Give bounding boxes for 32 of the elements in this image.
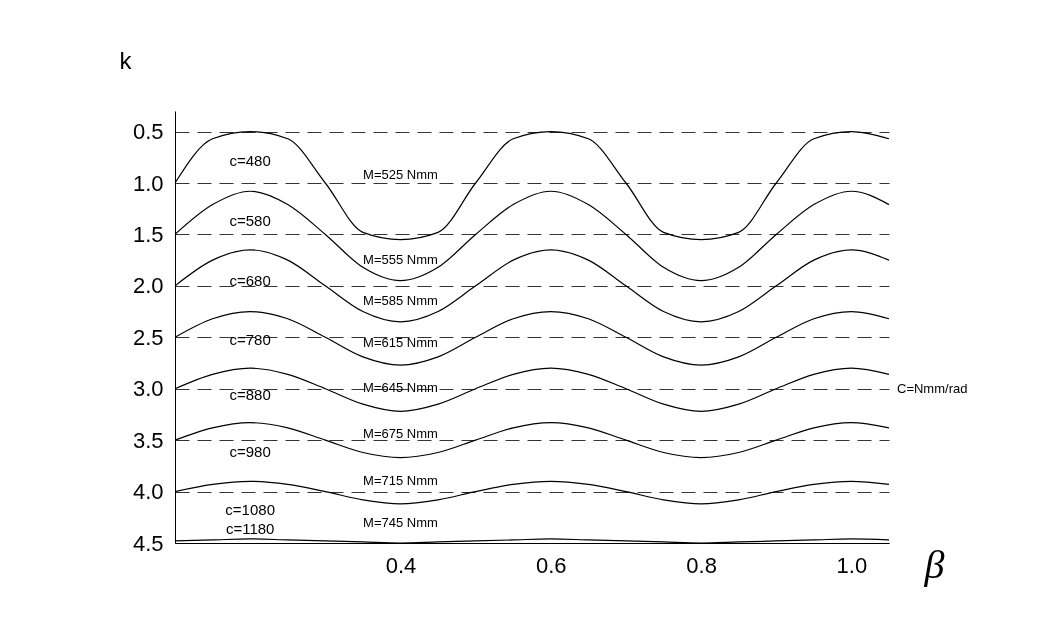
text: C=Nmm/rad xyxy=(897,380,968,396)
y-tick-label: 4.5 xyxy=(132,530,164,556)
y-tick-label: 3.0 xyxy=(132,376,164,402)
y-tick-label: 3.5 xyxy=(132,427,164,453)
x-tick-label: 0.8 xyxy=(686,552,717,578)
annotation: c=780 xyxy=(229,330,271,348)
annotation: c=980 xyxy=(229,442,271,460)
annotation: M=525 Nmm xyxy=(363,167,438,183)
annotation: M=585 Nmm xyxy=(363,293,438,309)
annotation: M=615 Nmm xyxy=(363,335,438,351)
annotation: c=880 xyxy=(229,386,271,404)
annotation: M=715 Nmm xyxy=(363,472,438,488)
annotation: c=1180 xyxy=(225,519,275,537)
y-tick-label: 2.5 xyxy=(132,324,164,350)
x-tick-label: 0.4 xyxy=(385,552,417,578)
y-tick-label: 1.0 xyxy=(132,170,164,196)
y-tick-label: 2.0 xyxy=(132,273,164,299)
annotation: c=580 xyxy=(229,211,271,229)
y-tick-label: 4.0 xyxy=(132,479,164,505)
annotation: c=1080 xyxy=(225,501,275,519)
y-tick-label: 1.5 xyxy=(132,221,164,247)
annotation: c=480 xyxy=(229,152,271,170)
annotation: c=680 xyxy=(229,271,271,289)
annotation: M=645 Nmm xyxy=(363,380,438,396)
annotation: M=675 Nmm xyxy=(363,426,438,442)
annotation: M=555 Nmm xyxy=(363,252,438,268)
x-axis-title: β xyxy=(923,541,945,587)
annotation: M=745 Nmm xyxy=(363,515,438,531)
x-tick-label: 0.6 xyxy=(535,552,567,578)
y-axis-title: k xyxy=(119,46,133,74)
y-tick-label: 0.5 xyxy=(132,119,164,145)
x-tick-label: 1.0 xyxy=(836,552,868,578)
